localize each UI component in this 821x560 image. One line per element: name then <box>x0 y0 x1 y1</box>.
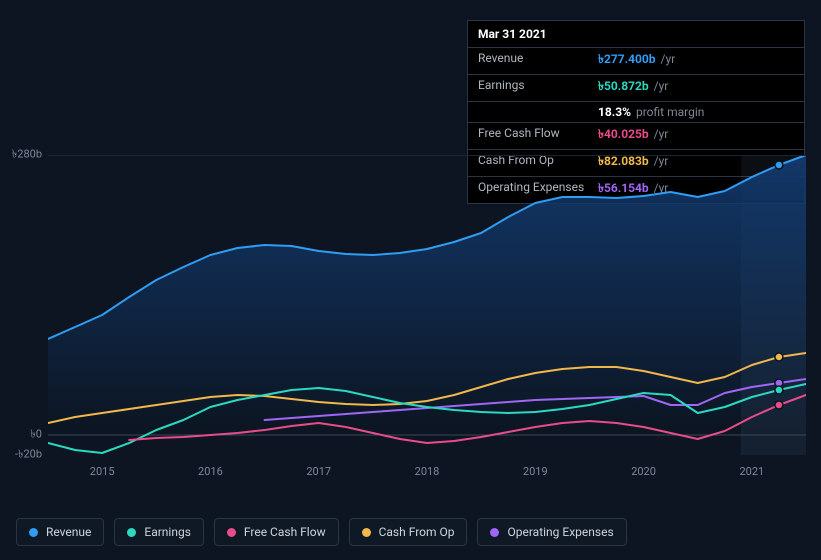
chart-container: Mar 31 2021 Revenue৳277.400b /yrEarnings… <box>0 0 821 560</box>
x-tick-label: 2019 <box>523 465 548 478</box>
tooltip-row-value: ৳277.400b /yr <box>598 51 794 71</box>
tooltip-row: Free Cash Flow৳40.025b /yr <box>468 123 804 150</box>
chart-legend: Revenue Earnings Free Cash Flow Cash From O… <box>16 518 627 546</box>
legend-swatch-icon <box>490 528 499 537</box>
legend-swatch-icon <box>362 528 371 537</box>
tooltip-row-value: ৳50.872b /yr <box>598 78 794 98</box>
y-tick-label: ৳0 <box>30 426 42 445</box>
tooltip-row: 18.3% profit margin <box>468 102 804 123</box>
x-tick-label: 2016 <box>198 465 223 478</box>
legend-swatch-icon <box>127 528 136 537</box>
tooltip-row-value: 18.3% profit margin <box>598 105 794 119</box>
tooltip-row-label <box>478 105 598 119</box>
tooltip-row-label: Free Cash Flow <box>478 126 598 146</box>
legend-item[interactable]: Operating Expenses <box>477 518 626 546</box>
x-axis-labels: 2015 2016 2017 2018 2019 2020 2021 <box>48 465 815 485</box>
legend-item[interactable]: Earnings <box>114 518 204 546</box>
line-chart-svg <box>48 155 806 455</box>
tooltip-row-value: ৳40.025b /yr <box>598 126 794 146</box>
tooltip-row-label: Earnings <box>478 78 598 98</box>
legend-label: Free Cash Flow <box>244 525 326 539</box>
tooltip-row: Revenue৳277.400b /yr <box>468 48 804 75</box>
legend-label: Earnings <box>144 525 191 539</box>
legend-label: Cash From Op <box>379 525 455 539</box>
legend-swatch-icon <box>227 528 236 537</box>
chart-area[interactable]: ৳280b৳0-৳20b 2015 2016 2017 2018 2019 2020 202… <box>0 155 821 500</box>
legend-swatch-icon <box>29 528 38 537</box>
x-tick-label: 2015 <box>90 465 115 478</box>
x-tick-label: 2021 <box>739 465 764 478</box>
x-tick-label: 2020 <box>631 465 656 478</box>
tooltip-row: Earnings৳50.872b /yr <box>468 75 804 102</box>
legend-item[interactable]: Free Cash Flow <box>214 518 339 546</box>
y-tick-label: -৳20b <box>15 446 42 465</box>
tooltip-date: Mar 31 2021 <box>468 21 804 48</box>
legend-item[interactable]: Revenue <box>16 518 104 546</box>
legend-label: Revenue <box>46 525 91 539</box>
tooltip-row-label: Revenue <box>478 51 598 71</box>
y-axis-labels: ৳280b৳0-৳20b <box>0 155 48 455</box>
legend-label: Operating Expenses <box>507 525 613 539</box>
legend-item[interactable]: Cash From Op <box>349 518 468 546</box>
y-tick-label: ৳280b <box>12 146 42 165</box>
x-tick-label: 2018 <box>415 465 440 478</box>
x-tick-label: 2017 <box>306 465 331 478</box>
